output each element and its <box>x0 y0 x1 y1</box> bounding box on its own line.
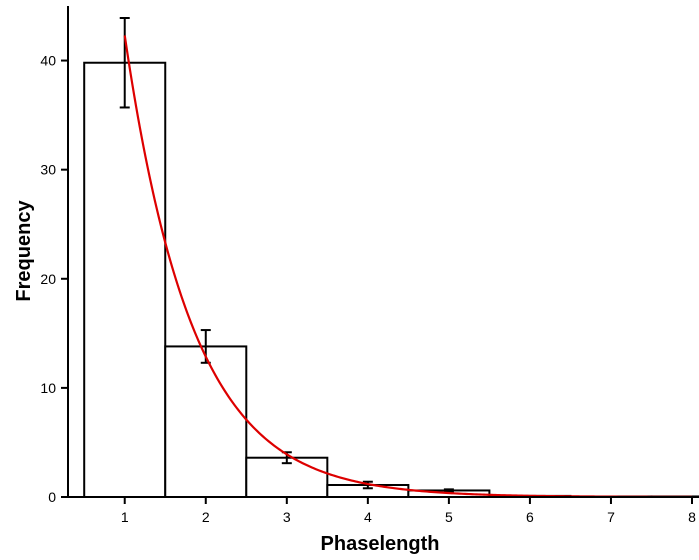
y-tick-label-20: 20 <box>40 271 56 287</box>
error-bar-5 <box>443 488 454 493</box>
bar-1 <box>83 61 167 498</box>
x-tick-label-4: 4 <box>364 509 372 525</box>
y-tick-label-10: 10 <box>40 380 56 396</box>
y-tick-label-0: 0 <box>48 489 56 505</box>
x-tick-label-7: 7 <box>607 509 615 525</box>
axes-group <box>67 6 692 498</box>
x-tick-label-3: 3 <box>283 509 291 525</box>
x-tick-label-8: 8 <box>688 509 696 525</box>
x-tick-label-5: 5 <box>445 509 453 525</box>
error-bar-1 <box>119 17 130 109</box>
y-ticks-group: 0 10 20 30 40 <box>40 53 68 505</box>
x-tick-label-2: 2 <box>202 509 210 525</box>
x-tick-label-6: 6 <box>526 509 534 525</box>
bar-2 <box>164 345 248 498</box>
y-tick-label-30: 30 <box>40 162 56 178</box>
y-tick-label-40: 40 <box>40 53 56 69</box>
y-axis-title: Frequency <box>13 200 35 302</box>
x-ticks-group: 1 2 3 4 5 6 7 8 <box>121 497 696 525</box>
x-tick-label-1: 1 <box>121 509 129 525</box>
x-axis-title: Phaselength <box>321 533 440 555</box>
